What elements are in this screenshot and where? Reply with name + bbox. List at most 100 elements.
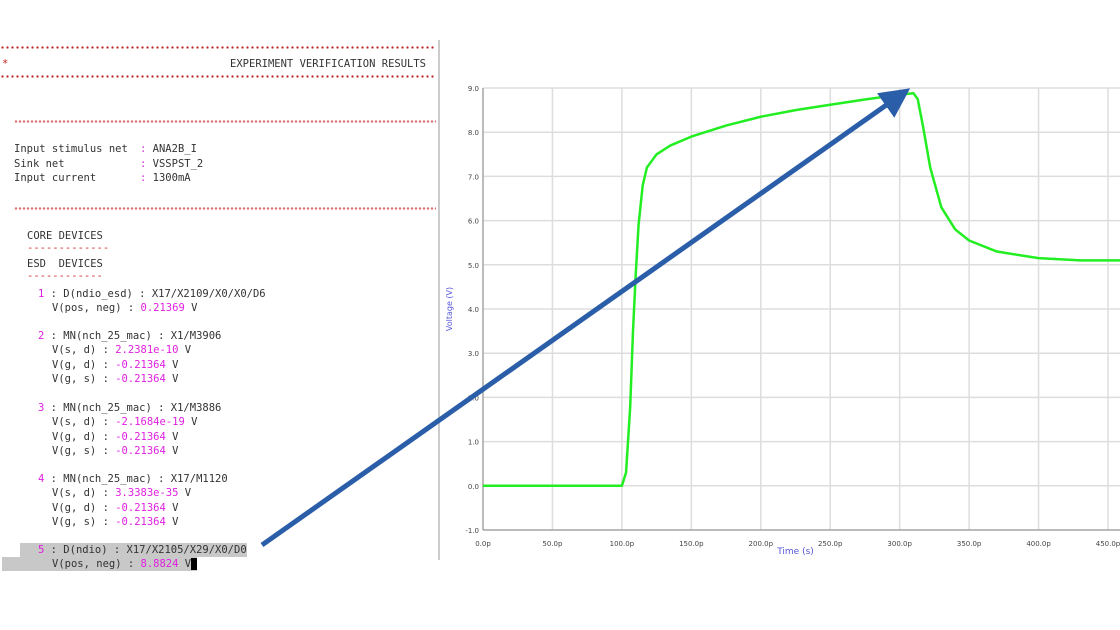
star-divider — [0, 75, 436, 78]
param-value-text: VSSPST_2 — [152, 157, 204, 170]
param-value-text: ANA2B_I — [152, 143, 197, 155]
value-label: V(g, d) — [52, 430, 97, 443]
y-axis-label: Voltage (V) — [445, 287, 454, 331]
value-unit: V — [191, 416, 198, 429]
device-row[interactable]: 5 : D(ndio) : X17/X2105/X29/X0/D0 — [20, 543, 247, 557]
x-tick-label: 100.0p — [610, 540, 635, 548]
device-row[interactable]: 3 : MN(nch_25_mac) : X1/M3886 — [38, 402, 222, 414]
value-unit: V — [191, 302, 198, 315]
y-tick-label: -1.0 — [465, 527, 479, 535]
param-label: Input stimulus net — [14, 143, 128, 155]
device-path: X17/M1120 — [170, 473, 228, 485]
hash-divider — [14, 120, 436, 123]
device-row[interactable]: 4 : MN(nch_25_mac) : X17/M1120 — [38, 473, 228, 485]
device-value-row: V(g, s) : -0.21364 V — [52, 515, 179, 528]
device-row[interactable]: 1 : D(ndio_esd) : X17/X2109/X0/X0/D6 — [38, 288, 266, 300]
device-path: X1/M3906 — [170, 330, 222, 342]
value-number: 3.3383e-35 — [115, 487, 179, 500]
param-value: : ANA2B_I — [140, 143, 197, 155]
value-unit: V — [184, 487, 192, 500]
hash-divider — [14, 207, 436, 210]
device-value-row: V(g, s) : -0.21364 V — [52, 444, 179, 457]
device-type: MN(nch_25_mac) — [63, 330, 152, 342]
device-value-row: V(s, d) : 2.2381e-10 V — [52, 344, 192, 357]
value-label: V(g, s) — [52, 515, 97, 528]
value-label: V(s, d) — [52, 416, 97, 429]
value-label: V(g, d) — [52, 501, 97, 514]
param-row: Sink net: VSSPST_2 — [14, 157, 203, 171]
value-number: -2.1684e-19 — [115, 416, 185, 429]
value-number: 8.8824 — [140, 558, 179, 571]
device-row[interactable]: 2 : MN(nch_25_mac) : X1/M3906 — [38, 330, 222, 342]
x-tick-label: 400.0p — [1026, 540, 1051, 548]
device-value-row: V(s, d) : 3.3383e-35 V — [52, 487, 192, 500]
x-tick-label: 450.0p — [1096, 540, 1120, 548]
device-index: 5 — [38, 544, 45, 556]
device-path: X17/X2105/X29/X0/D0 — [126, 544, 247, 556]
value-label: V(s, d) — [52, 487, 97, 500]
device-value-row: V(pos, neg) : 8.8824 V — [2, 557, 198, 572]
x-tick-label: 200.0p — [749, 540, 774, 548]
y-tick-label: 8.0 — [468, 129, 479, 137]
core-devices-header: CORE DEVICES — [27, 230, 103, 242]
x-tick-label: 350.0p — [957, 540, 982, 548]
y-tick-label: 0.0 — [468, 483, 479, 491]
device-value-row: V(g, d) : -0.21364 V — [52, 430, 179, 443]
value-number: -0.21364 — [115, 501, 166, 514]
device-index: 4 — [38, 473, 45, 485]
x-tick-label: 300.0p — [887, 540, 912, 548]
device-value-row: V(pos, neg) : 0.21369 V — [52, 302, 198, 315]
value-unit: V — [172, 358, 179, 371]
device-value-row: V(g, s) : -0.21364 V — [52, 372, 179, 385]
y-tick-label: 6.0 — [468, 218, 479, 226]
device-value-row: V(s, d) : -2.1684e-19 V — [52, 416, 198, 429]
pane-divider[interactable] — [438, 40, 440, 560]
device-type: MN(nch_25_mac) — [63, 402, 152, 414]
value-label: V(s, d) — [52, 344, 97, 357]
param-label: Input current — [14, 172, 97, 184]
value-number: -0.21364 — [115, 372, 166, 385]
value-label: V(pos, neg) — [52, 302, 122, 315]
param-row: Input current: 1300mA — [14, 171, 191, 185]
star-divider — [0, 46, 436, 49]
param-value-text: 1300mA — [152, 172, 191, 184]
device-index: 2 — [38, 330, 45, 342]
value-unit: V — [184, 558, 192, 571]
value-number: -0.21364 — [115, 358, 166, 371]
text-cursor — [191, 558, 198, 571]
value-label: V(pos, neg) — [52, 558, 122, 571]
dash-underline: ------------- — [27, 242, 110, 254]
dash-underline: ------------ — [27, 270, 103, 282]
value-number: -0.21364 — [115, 515, 166, 528]
value-unit: V — [172, 444, 179, 457]
device-type: D(ndio_esd) — [63, 288, 133, 300]
value-number: 0.21369 — [140, 302, 185, 315]
value-unit: V — [172, 430, 179, 443]
y-tick-label: 1.0 — [468, 439, 479, 447]
voltage-trace — [483, 92, 1120, 488]
value-unit: V — [172, 501, 179, 514]
results-title: EXPERIMENT VERIFICATION RESULTS — [230, 58, 426, 70]
y-tick-label: 5.0 — [468, 262, 479, 270]
device-index: 1 — [38, 288, 45, 300]
y-tick-label: 4.0 — [468, 306, 479, 314]
x-axis-label: Time (s) — [776, 547, 814, 557]
value-unit: V — [172, 515, 179, 528]
x-tick-label: 150.0p — [679, 540, 704, 548]
value-label: V(g, s) — [52, 444, 97, 457]
value-number: -0.21364 — [115, 430, 166, 443]
value-label: V(g, s) — [52, 372, 97, 385]
device-type: MN(nch_25_mac) — [63, 473, 152, 485]
x-tick-label: 50.0p — [542, 540, 563, 548]
value-unit: V — [184, 344, 192, 357]
device-value-row: V(g, d) : -0.21364 V — [52, 358, 179, 371]
value-number: -0.21364 — [115, 444, 166, 457]
param-label: Sink net — [14, 157, 65, 170]
device-path: X1/M3886 — [170, 402, 222, 414]
y-tick-label: 3.0 — [468, 350, 479, 358]
device-value-row: V(g, d) : -0.21364 V — [52, 501, 179, 514]
value-label: V(g, d) — [52, 358, 97, 371]
esd-devices-header: ESD DEVICES — [27, 258, 103, 270]
param-row: Input stimulus net : ANA2B_I — [14, 142, 197, 156]
